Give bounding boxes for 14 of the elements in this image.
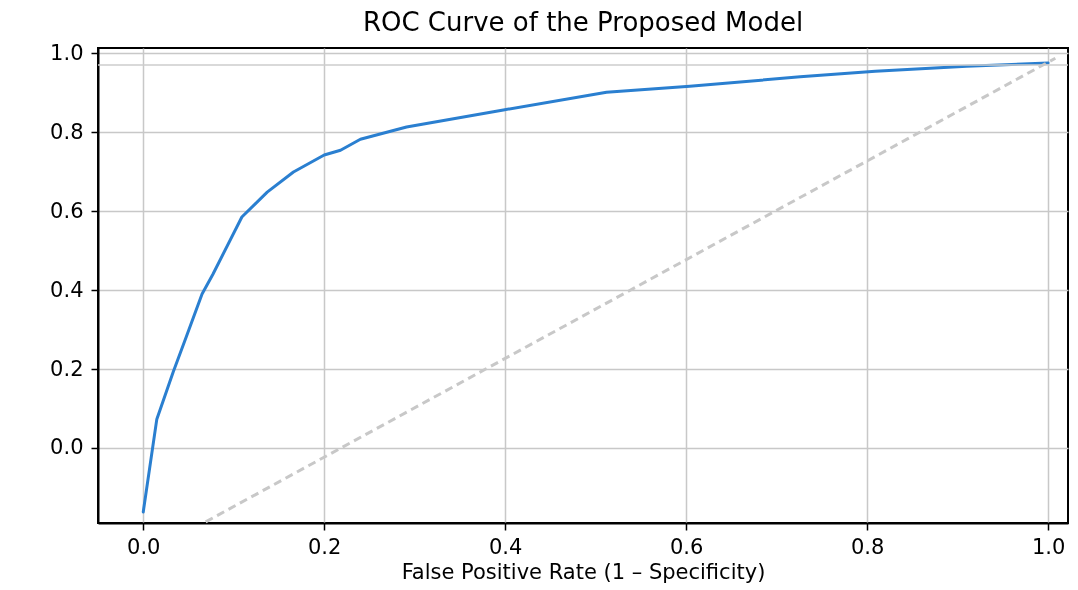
y-tick-label: 0.4 <box>50 277 84 302</box>
x-axis-title: False Positive Rate (1 – Specificity) <box>401 559 766 584</box>
x-tick-label: 0.0 <box>127 534 161 559</box>
x-tick-label: 0.8 <box>850 534 885 559</box>
y-tick-label: 1.0 <box>50 40 84 65</box>
chart-title: ROC Curve of the Proposed Model <box>362 7 804 38</box>
y-tick-label: 0.2 <box>50 356 84 381</box>
y-tick-label: 0.8 <box>50 119 84 144</box>
x-tick-label: 0.2 <box>308 534 342 559</box>
y-tick-label: 0.0 <box>50 435 84 460</box>
x-tick-label: 1.0 <box>1031 534 1066 559</box>
x-tick-label: 0.6 <box>669 534 704 559</box>
x-tick-label: 0.4 <box>488 534 523 559</box>
y-tick-label: 0.6 <box>50 198 84 223</box>
